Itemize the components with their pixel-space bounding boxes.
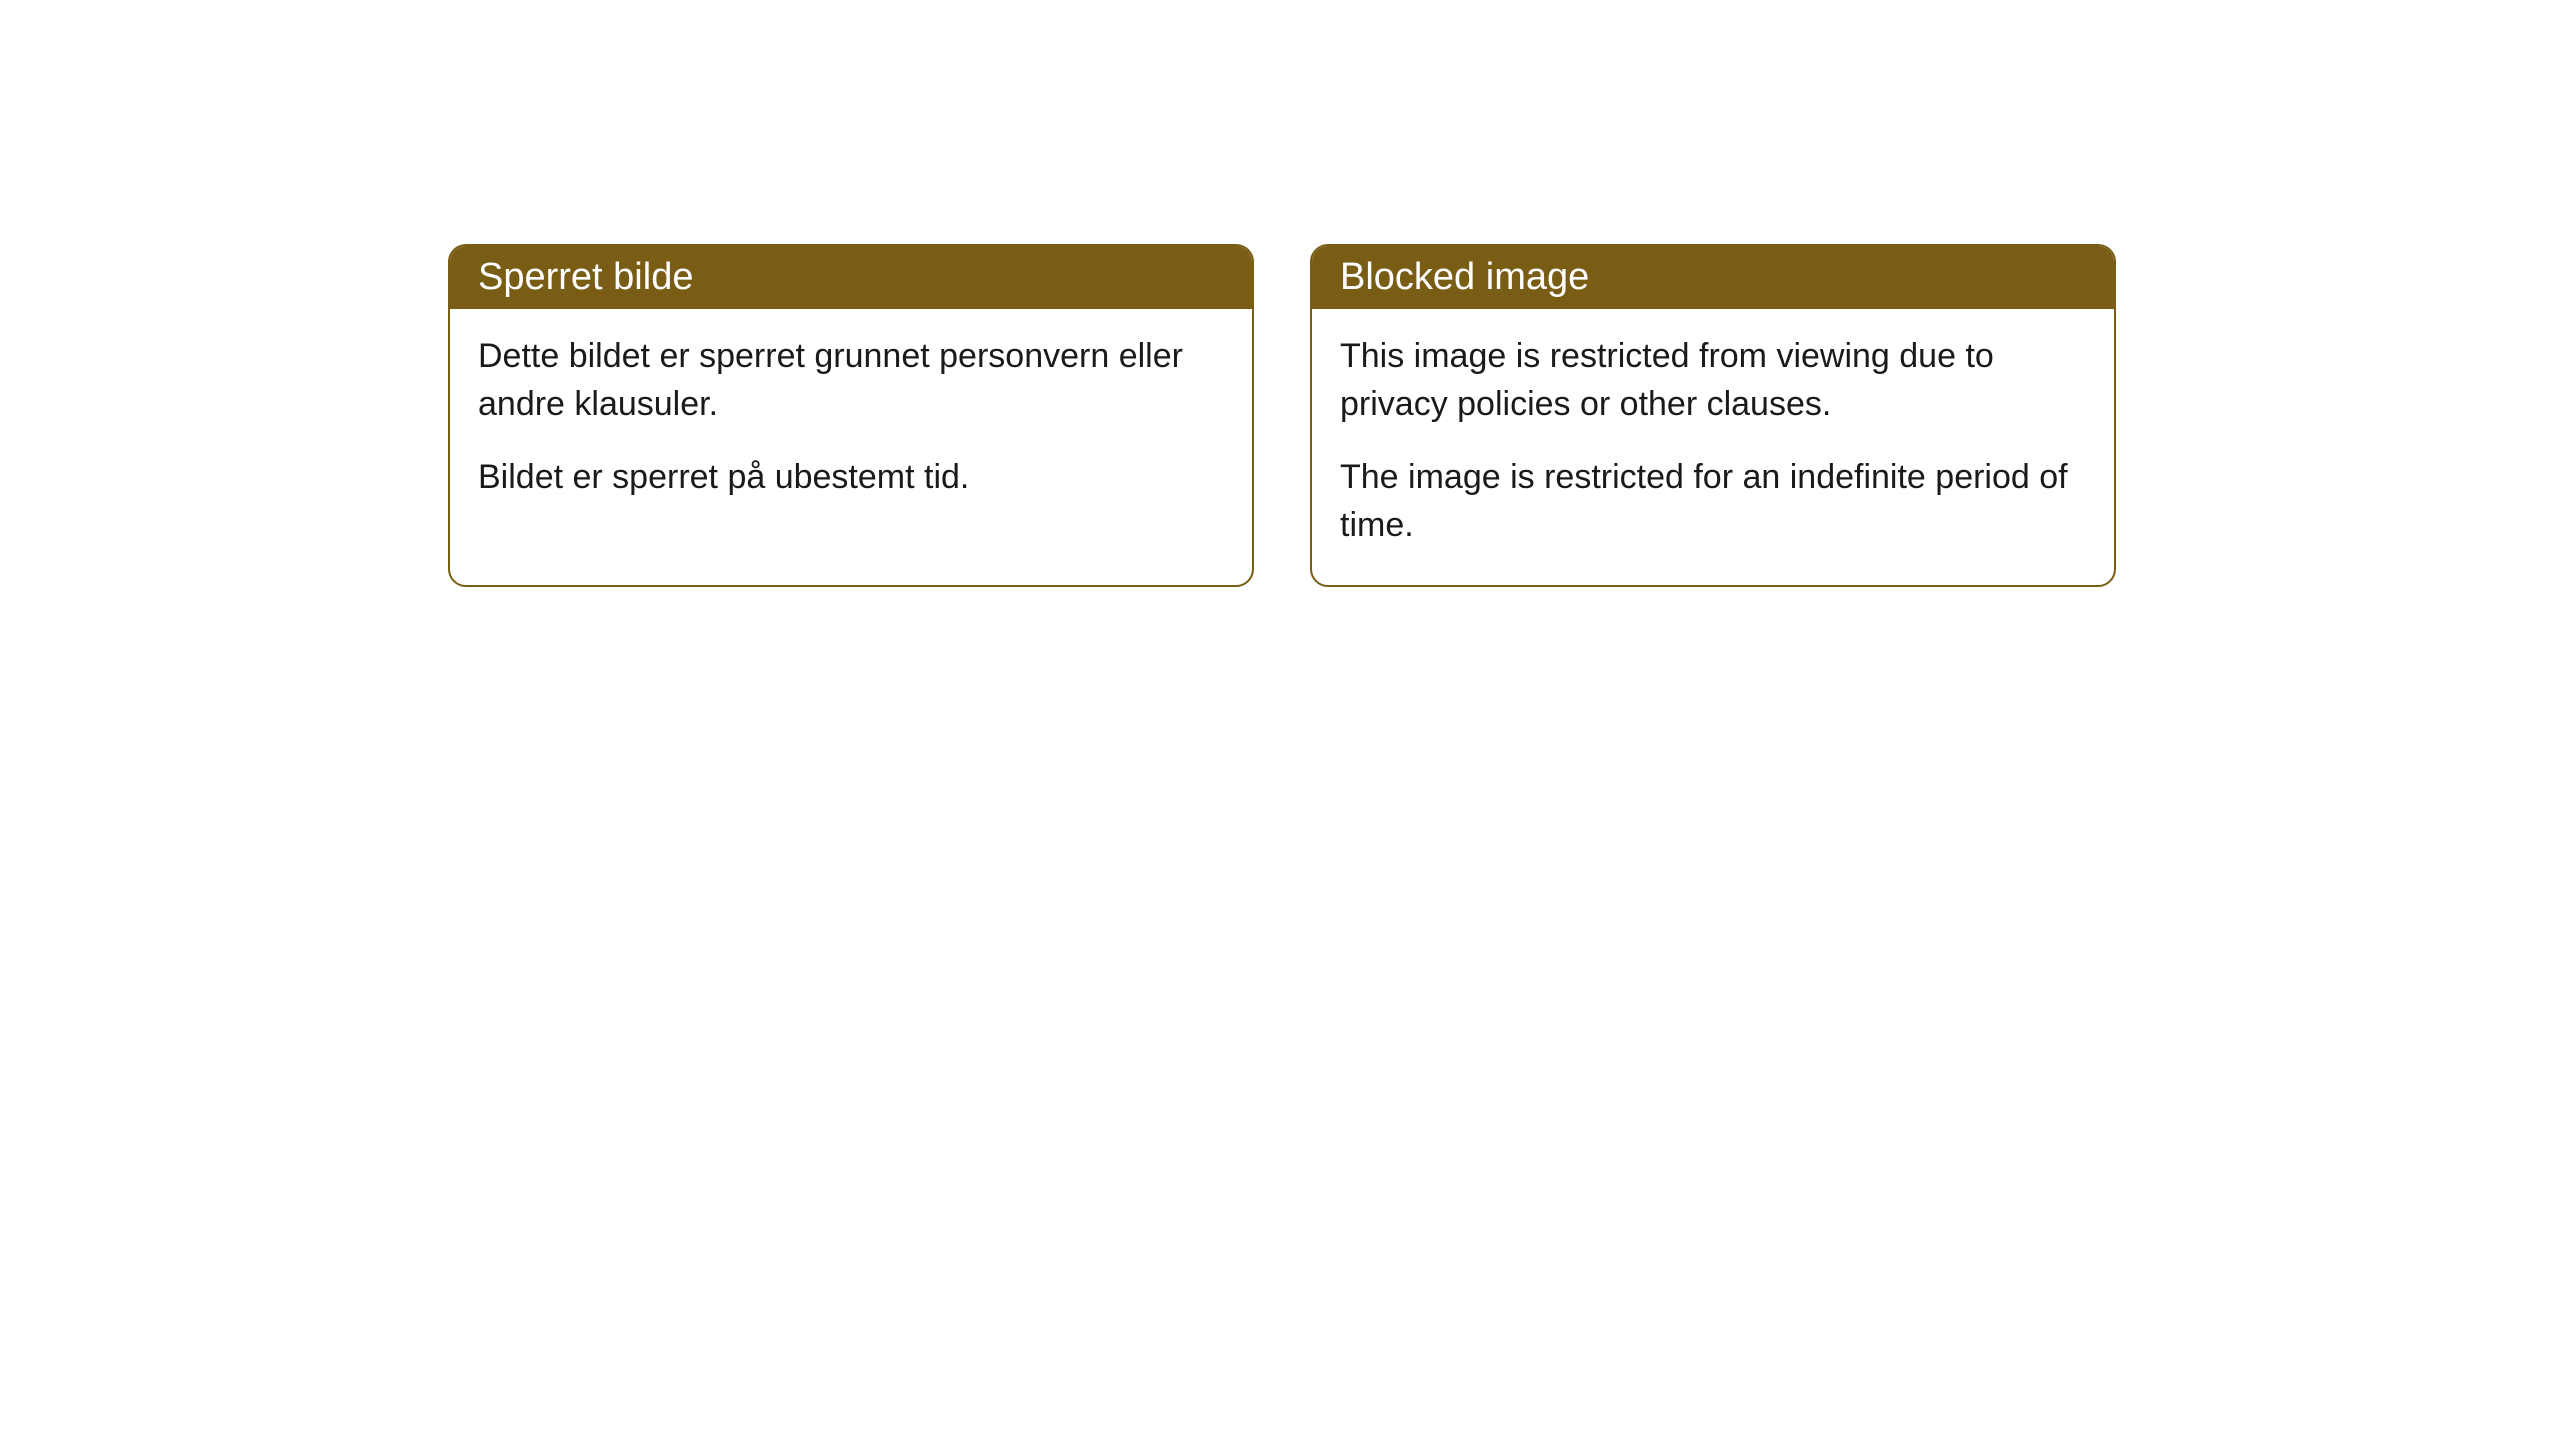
card-paragraph: Bildet er sperret på ubestemt tid. (478, 454, 1224, 502)
card-body: This image is restricted from viewing du… (1312, 309, 2114, 585)
notice-card-norwegian: Sperret bilde Dette bildet er sperret gr… (448, 244, 1254, 587)
card-paragraph: The image is restricted for an indefinit… (1340, 454, 2086, 549)
card-paragraph: This image is restricted from viewing du… (1340, 333, 2086, 428)
card-header: Blocked image (1312, 246, 2114, 309)
card-title: Sperret bilde (478, 256, 693, 298)
card-paragraph: Dette bildet er sperret grunnet personve… (478, 333, 1224, 428)
card-header: Sperret bilde (450, 246, 1252, 309)
card-body: Dette bildet er sperret grunnet personve… (450, 309, 1252, 538)
card-title: Blocked image (1340, 256, 1589, 298)
notice-container: Sperret bilde Dette bildet er sperret gr… (448, 244, 2116, 587)
notice-card-english: Blocked image This image is restricted f… (1310, 244, 2116, 587)
